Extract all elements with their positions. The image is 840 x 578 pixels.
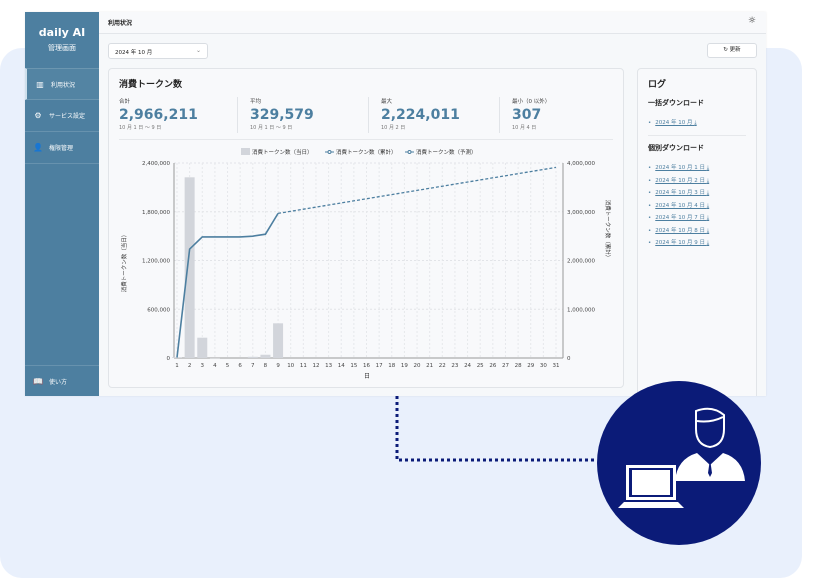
user-with-laptop-icon	[597, 381, 761, 545]
operator-badge	[597, 381, 761, 545]
